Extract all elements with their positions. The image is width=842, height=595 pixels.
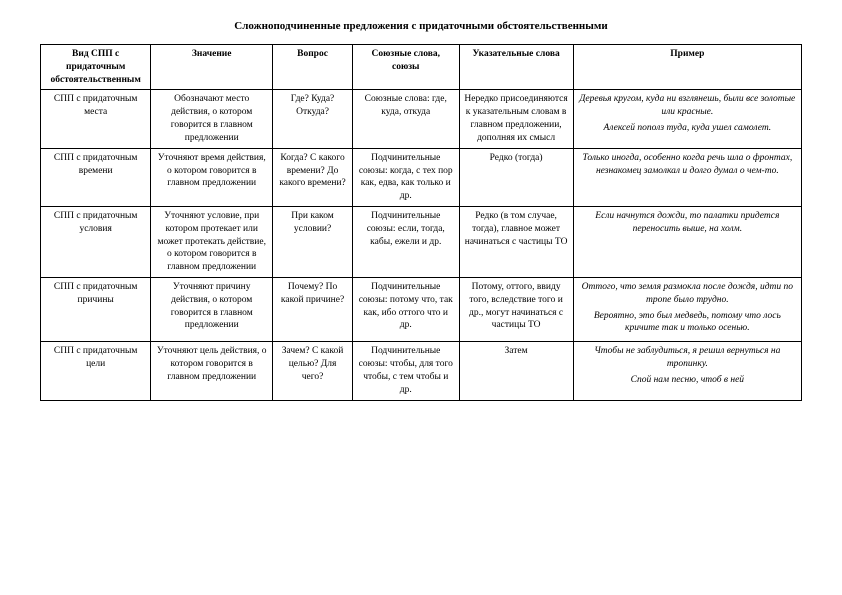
example-text: Алексей пополз туда, куда ушел самолет. [578, 122, 797, 135]
page-title: Сложноподчиненные предложения с придаточ… [40, 20, 802, 32]
cell-example: Только иногда, особенно когда речь шла о… [573, 148, 801, 206]
cell-meaning: Уточняют время действия, о котором говор… [151, 148, 273, 206]
header-pointers: Указательные слова [459, 45, 573, 90]
cell-type: СПП с придаточным времени [41, 148, 151, 206]
cell-question: Когда? С какого времени? До какого време… [273, 148, 353, 206]
cell-meaning: Уточняют причину действия, о котором гов… [151, 278, 273, 342]
cell-example: Чтобы не заблудиться, я решил вернуться … [573, 342, 801, 400]
cell-meaning: Уточняют условие, при котором протекает … [151, 206, 273, 277]
cell-unions: Подчинительные союзы: если, тогда, кабы,… [352, 206, 459, 277]
cell-example: Деревья кругом, куда ни взглянешь, были … [573, 90, 801, 148]
cell-pointers: Потому, оттого, ввиду того, вследствие т… [459, 278, 573, 342]
cell-question: При каком условии? [273, 206, 353, 277]
cell-unions: Подчинительные союзы: потому что, так ка… [352, 278, 459, 342]
cell-question: Почему? По какой причине? [273, 278, 353, 342]
cell-type: СПП с придаточным условия [41, 206, 151, 277]
cell-type: СПП с придаточным цели [41, 342, 151, 400]
example-text: Деревья кругом, куда ни взглянешь, были … [578, 93, 797, 119]
cell-pointers: Нередко присоединяются к указательным сл… [459, 90, 573, 148]
example-text: Если начнутся дожди, то палатки придется… [578, 210, 797, 236]
example-text: Вероятно, это был медведь, потому что ло… [578, 310, 797, 336]
example-text: Чтобы не заблудиться, я решил вернуться … [578, 345, 797, 371]
cell-type: СПП с придаточным места [41, 90, 151, 148]
table-row: СПП с придаточным цели Уточняют цель дей… [41, 342, 802, 400]
header-example: Пример [573, 45, 801, 90]
cell-pointers: Редко (в том случае, тогда), главное мож… [459, 206, 573, 277]
header-question: Вопрос [273, 45, 353, 90]
table-row: СПП с придаточным времени Уточняют время… [41, 148, 802, 206]
cell-question: Где? Куда? Откуда? [273, 90, 353, 148]
spp-table: Вид СПП с придаточным обстоятельственным… [40, 44, 802, 401]
cell-meaning: Обозначают место действия, о котором гов… [151, 90, 273, 148]
table-row: СПП с придаточным места Обозначают место… [41, 90, 802, 148]
example-text: Спой нам песню, чтоб в ней [578, 374, 797, 387]
table-row: СПП с придаточным условия Уточняют услов… [41, 206, 802, 277]
example-text: Только иногда, особенно когда речь шла о… [578, 152, 797, 178]
header-meaning: Значение [151, 45, 273, 90]
header-unions: Союзные слова, союзы [352, 45, 459, 90]
table-row: СПП с придаточным причины Уточняют причи… [41, 278, 802, 342]
cell-meaning: Уточняют цель действия, о котором говори… [151, 342, 273, 400]
cell-pointers: Затем [459, 342, 573, 400]
header-type: Вид СПП с придаточным обстоятельственным [41, 45, 151, 90]
cell-unions: Союзные слова: где, куда, откуда [352, 90, 459, 148]
cell-unions: Подчинительные союзы: чтобы, для того чт… [352, 342, 459, 400]
cell-type: СПП с придаточным причины [41, 278, 151, 342]
example-text: Оттого, что земля размокла после дождя, … [578, 281, 797, 307]
cell-example: Оттого, что земля размокла после дождя, … [573, 278, 801, 342]
cell-example: Если начнутся дожди, то палатки придется… [573, 206, 801, 277]
cell-pointers: Редко (тогда) [459, 148, 573, 206]
cell-unions: Подчинительные союзы: когда, с тех пор к… [352, 148, 459, 206]
cell-question: Зачем? С какой целью? Для чего? [273, 342, 353, 400]
table-header-row: Вид СПП с придаточным обстоятельственным… [41, 45, 802, 90]
